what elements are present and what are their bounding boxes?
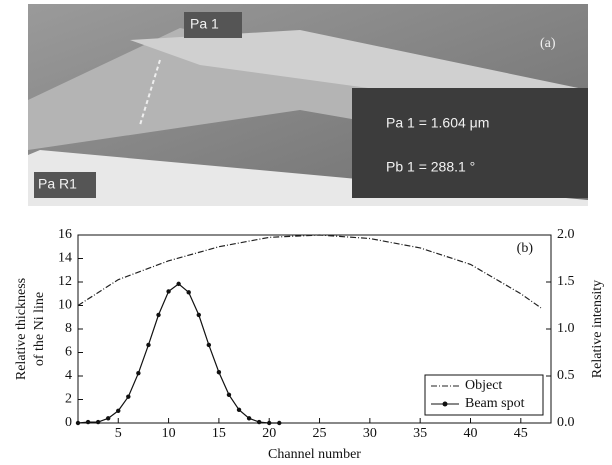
x-tick-label: 15 <box>212 426 226 441</box>
y2-axis-label: Relative intensity <box>590 280 605 378</box>
series-line <box>77 283 280 424</box>
y2-tick-label: 0.5 <box>557 368 575 383</box>
data-point <box>85 419 91 425</box>
y-tick-label: 16 <box>58 227 72 242</box>
measurement: Pa 1 = 1.604 μm <box>386 115 489 131</box>
x-tick-label: 25 <box>313 426 327 441</box>
y2-tick-label: 0.0 <box>557 415 575 430</box>
measure-arrow <box>139 59 161 126</box>
data-point <box>277 420 282 426</box>
series-line <box>77 234 542 309</box>
data-point <box>216 370 222 375</box>
x-tick-label: 30 <box>363 426 377 441</box>
data-point <box>75 420 81 426</box>
y-tick-label: 6 <box>65 345 72 360</box>
data-point <box>226 392 232 397</box>
data-point <box>116 408 121 413</box>
data-point <box>186 290 191 295</box>
marker-label: Pa 1 <box>190 16 219 32</box>
legend-label: Beam spot <box>465 396 525 411</box>
marker-label: Pa R1 <box>38 176 77 192</box>
data-point <box>196 312 201 318</box>
x-axis-label: Channel number <box>268 447 361 462</box>
y2-tick-label: 1.5 <box>557 274 575 289</box>
data-point <box>236 407 242 413</box>
y-tick-label: 12 <box>58 274 72 289</box>
x-tick-label: 10 <box>162 426 176 441</box>
x-tick-label: 45 <box>514 426 528 441</box>
y-tick-label: 14 <box>58 251 72 266</box>
y-tick-label: 0 <box>65 415 72 430</box>
legend-marker <box>442 401 448 407</box>
y-tick-label: 4 <box>65 368 72 383</box>
data-point <box>146 342 151 348</box>
x-tick-label: 40 <box>463 426 477 441</box>
sem-image: Pa 1 Pa R1 Pa 1 = 1.604 μm Pb 1 = 288.1 … <box>28 4 588 206</box>
y-tick-label: 8 <box>65 321 72 336</box>
data-point <box>267 420 272 426</box>
x-tick-label: 5 <box>115 426 122 441</box>
chart: 5 10 15 20 25 30 35 40 45 0 2 4 6 8 10 12 14 16 0.0 0.5 1.0 1… <box>14 227 605 462</box>
y-tick-label: 10 <box>58 298 72 313</box>
x-tick-label: 35 <box>413 426 427 441</box>
data-point <box>126 394 131 399</box>
y2-tick-label: 2.0 <box>557 227 575 242</box>
x-tick-label: 20 <box>262 426 276 441</box>
panel-label: (a) <box>540 36 556 51</box>
y-axis-label: Relative thickness <box>14 278 29 380</box>
y2-tick-label: 1.0 <box>557 321 575 336</box>
legend-box <box>424 374 544 416</box>
legend-label: Object <box>465 378 502 393</box>
label-box <box>34 172 96 198</box>
data-point <box>206 342 212 348</box>
data-point <box>105 416 111 421</box>
data-point <box>246 416 252 421</box>
data-point <box>166 289 171 294</box>
y-tick-label: 2 <box>65 392 72 407</box>
measurement: Pb 1 = 288.1 ° <box>386 159 475 175</box>
measurement-box <box>352 88 588 198</box>
data-point <box>256 419 262 425</box>
y-axis-label: of the Ni line <box>32 292 47 366</box>
label-box <box>184 12 242 38</box>
data-point <box>176 281 181 287</box>
data-point <box>156 312 161 318</box>
data-point <box>95 419 101 425</box>
data-point <box>136 370 141 376</box>
annotation: (b) <box>517 241 534 256</box>
